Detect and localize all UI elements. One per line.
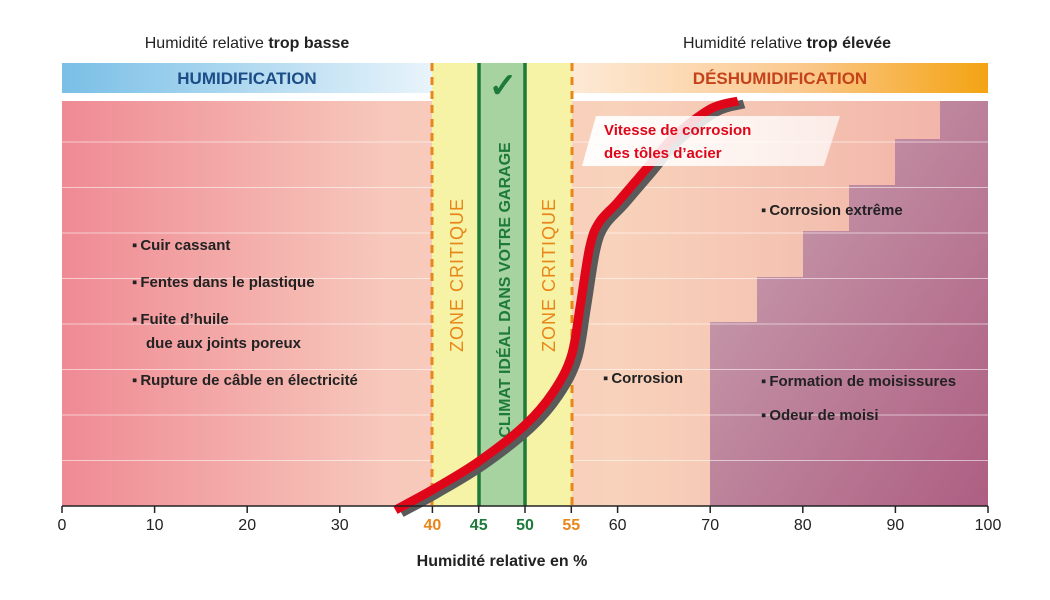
critical-zone-label-right: ZONE CRITIQUE	[539, 198, 559, 352]
dehumidification-band	[572, 63, 988, 93]
annotation-odeur: ▪ Odeur de moisi	[761, 407, 879, 424]
x-tick-label: 80	[794, 517, 812, 534]
x-tick-label: 40	[424, 517, 442, 534]
humidification-band	[62, 63, 434, 93]
x-tick-label: 55	[562, 517, 580, 534]
x-tick-label: 20	[238, 517, 256, 534]
annotations-right: ▪ Corrosion ▪ Corrosion extrême ▪ Formation…	[603, 202, 956, 424]
x-tick-label: 45	[470, 517, 488, 534]
annotation-cuir: ▪ Cuir cassant	[132, 237, 230, 254]
x-axis-ticks	[61, 506, 989, 513]
annotation-corrosion-extreme: ▪ Corrosion extrême	[761, 202, 903, 219]
mould-region	[710, 101, 988, 506]
annotation-fuite: ▪ Fuite d’huile	[132, 311, 229, 328]
dehumidification-label: DÉSHUMIDIFICATION	[693, 69, 867, 88]
label-too-low: Humidité relative trop basse	[145, 35, 350, 52]
annotation-fentes: ▪ Fentes dans le plastique	[132, 274, 315, 291]
x-tick-label: 30	[331, 517, 349, 534]
x-tick-label: 0	[58, 517, 67, 534]
critical-zone-left	[432, 63, 479, 506]
curve-label-box	[582, 116, 840, 166]
x-tick-label: 70	[701, 517, 719, 534]
x-tick-label: 90	[887, 517, 905, 534]
annotation-corrosion: ▪ Corrosion	[603, 370, 683, 387]
x-axis-label: Humidité relative en %	[417, 553, 588, 570]
x-tick-label: 10	[146, 517, 164, 534]
humidification-label: HUMIDIFICATION	[177, 69, 316, 88]
annotation-rupture: ▪ Rupture de câble en électricité	[132, 372, 358, 389]
annotation-fuite-line2: due aux joints poreux	[146, 335, 302, 352]
annotations-left: ▪ Cuir cassant ▪ Fentes dans le plastique …	[132, 237, 358, 389]
curve-label: Vitesse de corrosion des tôles d’acier	[604, 122, 755, 162]
annotation-moisissures: ▪ Formation de moisissures	[761, 373, 956, 390]
x-tick-label: 60	[609, 517, 627, 534]
critical-zone-label-left: ZONE CRITIQUE	[447, 198, 467, 352]
check-icon: ✓	[489, 67, 518, 105]
label-too-high: Humidité relative trop élevée	[683, 35, 891, 52]
x-tick-label: 100	[975, 517, 1002, 534]
x-tick-label: 50	[516, 517, 534, 534]
ideal-zone-label: CLIMAT IDÉAL DANS VOTRE GARAGE	[495, 142, 514, 438]
x-axis-tick-labels: 0 10 20 30 40 45 50 55 60 70 80 90 100	[58, 517, 1002, 534]
